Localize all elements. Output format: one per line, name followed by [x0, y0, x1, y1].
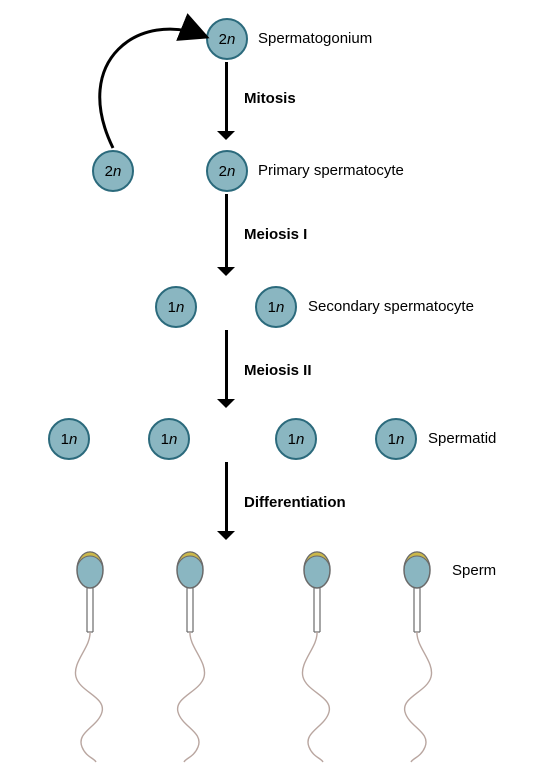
stage-meiosis2: Meiosis II: [244, 362, 312, 379]
cell-spermatid-2: 1n: [148, 418, 190, 460]
label-secondary: Secondary spermatocyte: [308, 298, 474, 315]
sperm-3: [287, 552, 347, 767]
ploidy-label: 1n: [168, 299, 185, 316]
arrow-1-line: [225, 62, 228, 131]
cell-spermatid-4: 1n: [375, 418, 417, 460]
stage-mitosis: Mitosis: [244, 90, 296, 107]
cell-primary-spermatocyte: 2n: [206, 150, 248, 192]
cell-spermatid-3: 1n: [275, 418, 317, 460]
label-spermatid: Spermatid: [428, 430, 496, 447]
ploidy-label: 1n: [161, 431, 178, 448]
cell-secondary-1: 1n: [155, 286, 197, 328]
ploidy-label: 1n: [61, 431, 78, 448]
ploidy-label: 2n: [219, 31, 236, 48]
cell-self-renew: 2n: [92, 150, 134, 192]
ploidy-label: 1n: [388, 431, 405, 448]
cell-secondary-2: 1n: [255, 286, 297, 328]
arrow-4-head: [217, 531, 235, 540]
ploidy-label: 1n: [268, 299, 285, 316]
arrow-3-head: [217, 399, 235, 408]
arrow-1-head: [217, 131, 235, 140]
cell-spermatid-1: 1n: [48, 418, 90, 460]
stage-meiosis1: Meiosis I: [244, 226, 307, 243]
cell-spermatogonium: 2n: [206, 18, 248, 60]
ploidy-label: 2n: [105, 163, 122, 180]
ploidy-label: 2n: [219, 163, 236, 180]
sperm-2: [160, 552, 220, 767]
label-sperm: Sperm: [452, 562, 496, 579]
arrow-3-line: [225, 330, 228, 399]
label-spermatogonium: Spermatogonium: [258, 30, 372, 47]
sperm-4: [387, 552, 447, 767]
sperm-1: [60, 552, 120, 767]
label-primary: Primary spermatocyte: [258, 162, 404, 179]
ploidy-label: 1n: [288, 431, 305, 448]
arrow-2-line: [225, 194, 228, 267]
arrow-2-head: [217, 267, 235, 276]
stage-differentiation: Differentiation: [244, 494, 346, 511]
arrow-4-line: [225, 462, 228, 531]
